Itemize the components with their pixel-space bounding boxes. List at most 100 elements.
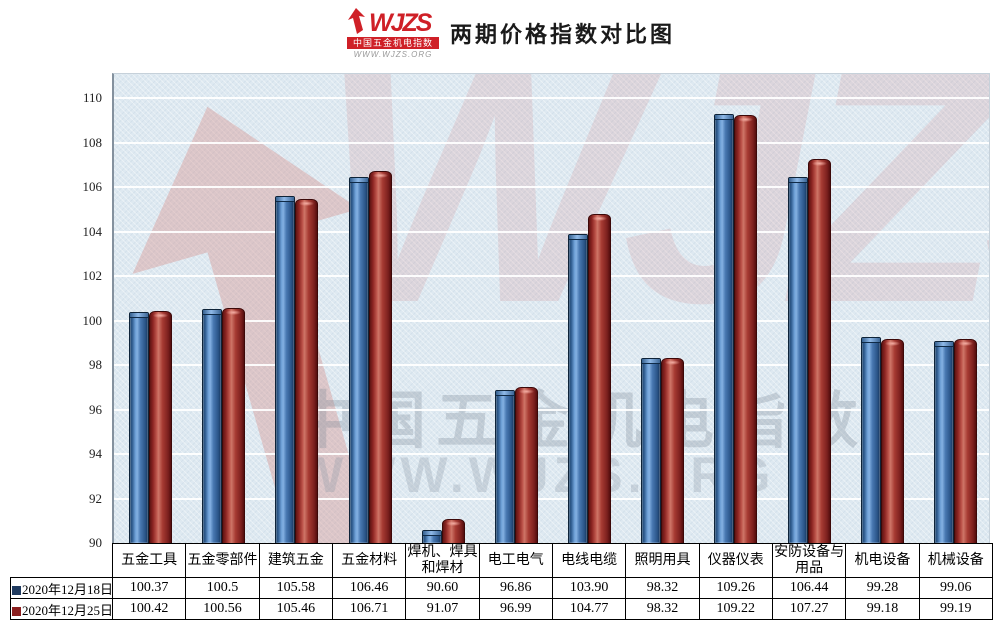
table-cell: 100.42 [111, 598, 187, 620]
gridline [114, 186, 989, 188]
table-column-header: 照明用具 [625, 543, 700, 578]
watermark-brand-text: WJZS [319, 73, 989, 374]
bar-period2-12[interactable] [953, 338, 977, 543]
bar-period1-1[interactable] [129, 312, 149, 543]
bar-period1-7[interactable] [568, 233, 588, 543]
bar-period2-5[interactable] [441, 519, 465, 543]
bar-period1-4[interactable] [348, 176, 369, 543]
gridline [114, 497, 989, 500]
y-axis-label: 98 [89, 357, 102, 372]
category-slot [846, 74, 919, 543]
category-slot [773, 74, 846, 543]
table-column-header: 机电设备 [845, 543, 920, 578]
category-slot [553, 74, 626, 543]
table-cell: 105.58 [258, 577, 333, 599]
bar-period2-1[interactable] [149, 311, 172, 543]
table-column-header: 安防设备与用品 [771, 543, 847, 578]
legend-marker-icon [12, 606, 21, 616]
bar-period2-2[interactable] [222, 308, 246, 543]
bar-period1-2[interactable] [202, 309, 223, 543]
bar-period2-10[interactable] [807, 158, 831, 543]
category-slot [334, 74, 407, 543]
category-slot [114, 74, 187, 543]
bar-period1-12[interactable] [933, 341, 954, 543]
bar-period1-6[interactable] [494, 390, 515, 543]
bar-period1-9[interactable] [714, 114, 735, 543]
table-cell: 100.56 [185, 598, 260, 620]
category-slot [480, 74, 553, 543]
table-column-header: 五金材料 [331, 543, 407, 578]
table-cell: 96.99 [478, 598, 553, 620]
logo-url: WWW.WJZS.ORG [353, 50, 433, 59]
bar-period2-8[interactable] [661, 357, 685, 543]
bar-period1-5[interactable] [421, 529, 442, 543]
table-column-header: 建筑五金 [258, 543, 333, 578]
gridline [114, 275, 989, 277]
table-column-header: 五金工具 [111, 543, 187, 578]
y-axis-label: 110 [82, 90, 102, 105]
bar-period2-9[interactable] [734, 115, 758, 543]
table-column-header: 电工电气 [478, 543, 553, 578]
gridline [114, 141, 989, 144]
table-corner-cell [11, 544, 113, 578]
table-cell: 106.46 [331, 577, 407, 599]
table-cell: 98.32 [625, 577, 700, 599]
logo-brand-text: WJZS [369, 9, 432, 37]
category-slot [919, 74, 989, 543]
table-cell: 103.90 [551, 577, 627, 599]
table-cell: 99.19 [918, 598, 993, 620]
gridline [114, 319, 989, 322]
bar-period2-7[interactable] [588, 214, 611, 543]
table-row: 2020年12月25日 100.42 100.56 105.46 106.71 91.07… [10, 598, 993, 620]
table-cell: 99.28 [845, 577, 920, 599]
table-cell: 105.46 [258, 598, 333, 620]
gridline [114, 453, 989, 455]
y-axis-label: 94 [89, 446, 102, 461]
logo-subtitle: 中国五金机电指数 [347, 37, 439, 49]
page-title: 两期价格指数对比图 [450, 22, 676, 47]
bar-period2-3[interactable] [295, 199, 319, 543]
gridline [114, 364, 989, 366]
bar-period1-11[interactable] [860, 336, 881, 543]
table-cell: 100.5 [185, 577, 260, 599]
table-cell: 106.71 [331, 598, 407, 620]
table-cell: 99.06 [918, 577, 993, 599]
bar-period2-6[interactable] [514, 387, 538, 543]
table-cell: 96.86 [478, 577, 553, 599]
table-cell: 99.18 [845, 598, 920, 620]
table-cell: 100.37 [111, 577, 187, 599]
bar-period1-3[interactable] [275, 196, 296, 543]
table-column-header: 焊机、焊具和焊材 [405, 543, 480, 578]
series-row-label: 2020年12月18日 [10, 577, 113, 599]
bar-period2-11[interactable] [880, 338, 904, 543]
site-logo: WJZS 中国五金机电指数 WWW.WJZS.ORG [347, 6, 447, 64]
gridline [114, 408, 989, 411]
legend-marker-icon [12, 585, 21, 595]
table-column-header: 机械设备 [918, 543, 993, 578]
table-column-header: 五金零部件 [185, 543, 260, 578]
logo-arrow-icon [348, 8, 365, 34]
y-axis-label: 90 [89, 535, 102, 550]
category-slot [407, 74, 480, 543]
bar-period1-8[interactable] [641, 357, 662, 543]
y-axis-label: 106 [82, 179, 103, 194]
table-cell: 109.22 [698, 598, 773, 620]
y-axis-label: 96 [89, 401, 102, 417]
table-column-header: 电线电缆 [551, 543, 627, 578]
plot-area: WJZS 中国五金机电指数 WWW.WJZS.ORG [112, 73, 990, 543]
table-cell: 106.44 [771, 577, 847, 599]
y-axis-label: 92 [89, 490, 102, 506]
y-axis-label: 108 [82, 134, 103, 150]
table-cell: 109.26 [698, 577, 773, 599]
table-cell: 91.07 [405, 598, 480, 620]
bar-period2-4[interactable] [368, 171, 392, 543]
table-column-header: 仪器仪表 [698, 543, 773, 578]
table-cell: 107.27 [771, 598, 847, 620]
table-cell: 98.32 [625, 598, 700, 620]
gridline [114, 230, 989, 233]
value-table: 五金工具 五金零部件 建筑五金 五金材料 焊机、焊具和焊材 电工电气 电线电缆 照明用具 仪器仪… [10, 543, 993, 620]
bar-period1-10[interactable] [787, 177, 808, 543]
table-cell: 90.60 [405, 577, 480, 599]
series-row-label: 2020年12月25日 [10, 598, 113, 620]
y-axis-label: 104 [82, 223, 103, 239]
